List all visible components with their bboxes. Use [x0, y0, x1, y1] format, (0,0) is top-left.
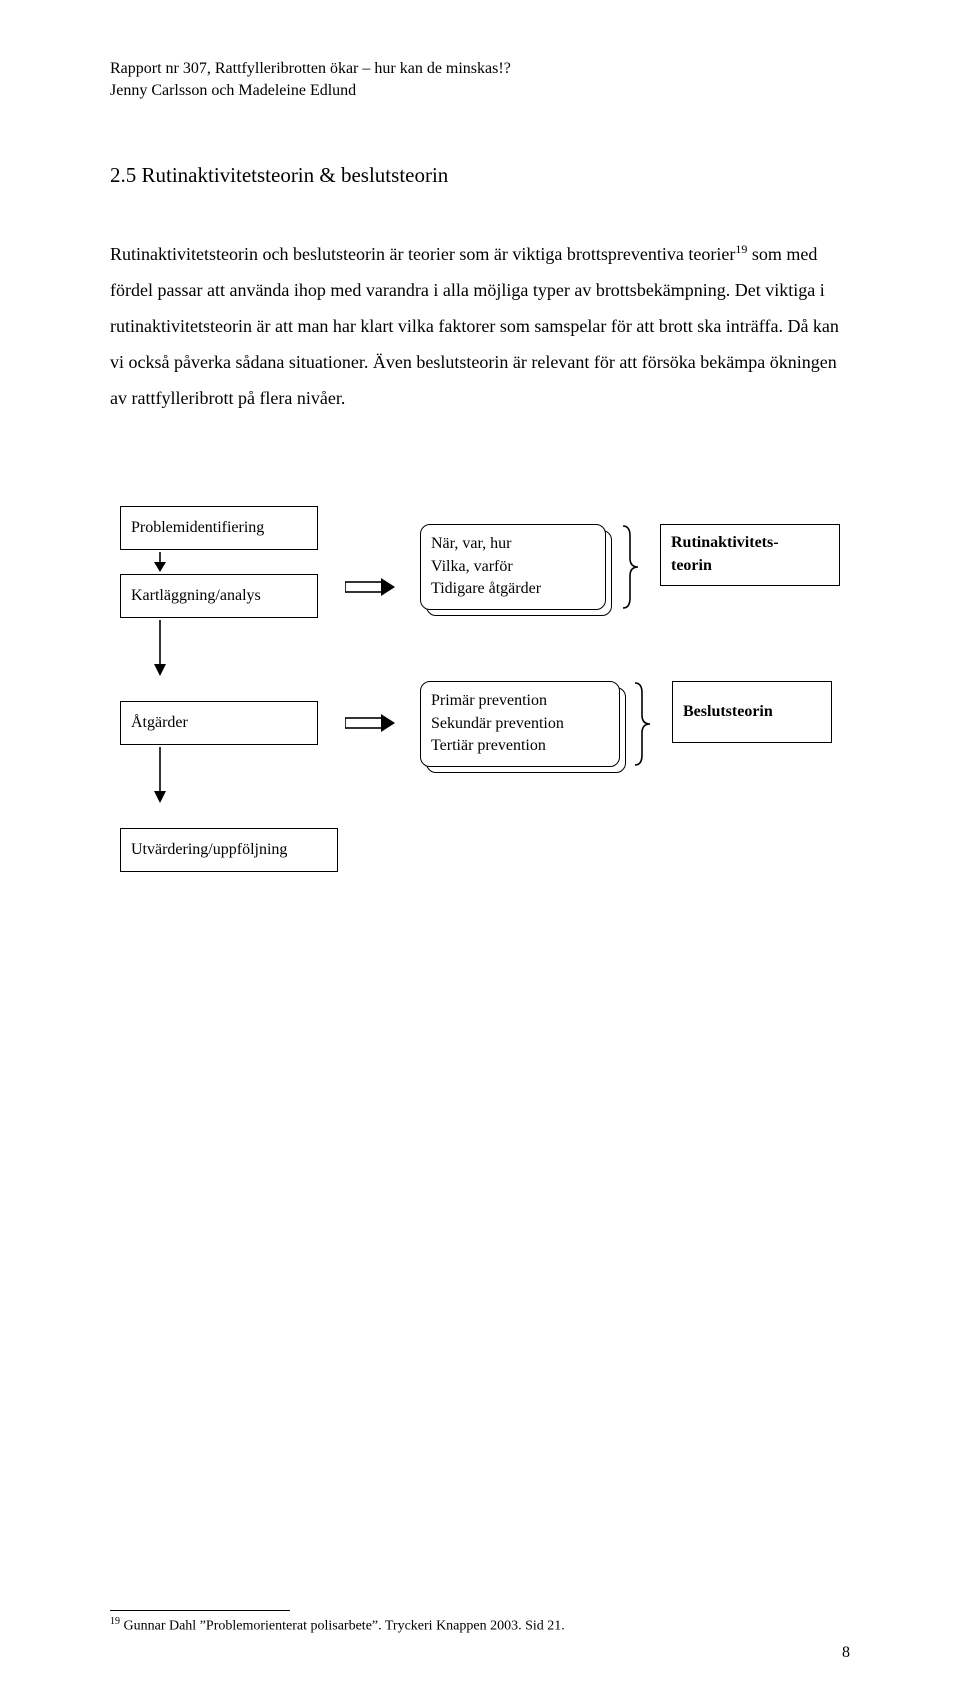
rbox-line: Sekundär prevention — [431, 713, 609, 735]
arrow-right-2 — [345, 714, 395, 732]
box-label: Åtgärder — [131, 712, 307, 734]
box-label: Utvärdering/uppföljning — [131, 839, 327, 861]
box-kartlaggning: Kartläggning/analys — [120, 574, 318, 618]
theory-line: Rutinaktivitets- — [671, 532, 829, 554]
box-atgarder: Åtgärder — [120, 701, 318, 745]
body-paragraph: Rutinaktivitetsteorin och beslutsteorin … — [110, 236, 850, 416]
header-authors: Jenny Carlsson och Madeleine Edlund — [110, 80, 850, 102]
arrow-down-3 — [148, 747, 172, 803]
rbox-questions: När, var, hur Vilka, varför Tidigare åtg… — [420, 524, 606, 610]
bracket-1 — [620, 524, 640, 610]
rbox-line: Vilka, varför — [431, 556, 595, 578]
rbox-line: När, var, hur — [431, 533, 595, 555]
box-label: Problemidentifiering — [131, 517, 307, 539]
page-header: Rapport nr 307, Rattfylleribrotten ökar … — [110, 58, 850, 103]
footnote-area: 19 Gunnar Dahl ”Problemorienterat polisa… — [110, 1610, 850, 1636]
theory-line: Beslutsteorin — [683, 701, 821, 723]
header-report-title: Rapport nr 307, Rattfylleribrotten ökar … — [110, 58, 850, 80]
body-text: Rutinaktivitetsteorin och beslutsteorin … — [110, 236, 850, 416]
box-beslutsteorin: Beslutsteorin — [672, 681, 832, 743]
rbox-line: Tidigare åtgärder — [431, 578, 595, 600]
box-label: Kartläggning/analys — [131, 585, 307, 607]
footnote-rule — [110, 1610, 290, 1611]
arrow-down-1 — [148, 552, 172, 572]
rbox-line: Primär prevention — [431, 690, 609, 712]
footnote-text: 19 Gunnar Dahl ”Problemorienterat polisa… — [110, 1615, 850, 1636]
arrow-down-2 — [148, 620, 172, 676]
rbox-prevention: Primär prevention Sekundär prevention Te… — [420, 681, 620, 767]
rbox-line: Tertiär prevention — [431, 735, 609, 757]
box-problemidentifiering: Problemidentifiering — [120, 506, 318, 550]
section-title: 2.5 Rutinaktivitetsteorin & beslutsteori… — [110, 163, 850, 188]
page-number: 8 — [842, 1644, 850, 1662]
bracket-2 — [632, 681, 652, 767]
theory-line: teorin — [671, 555, 829, 577]
flow-diagram: Problemidentifiering Kartläggning/analys… — [120, 506, 860, 936]
box-rutinaktivitetsteorin: Rutinaktivitets- teorin — [660, 524, 840, 586]
box-utvardering: Utvärdering/uppföljning — [120, 828, 338, 872]
arrow-right-1 — [345, 578, 395, 596]
